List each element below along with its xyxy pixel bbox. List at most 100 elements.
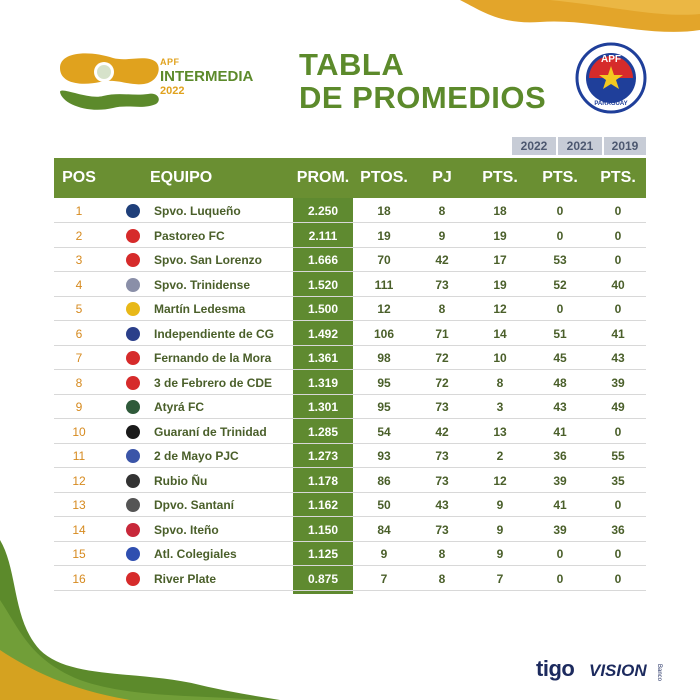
team-crest-icon xyxy=(126,547,140,561)
pts-2021-cell: 43 xyxy=(553,400,567,414)
prom-cell: 1.361 xyxy=(307,351,339,365)
pj-cell: 73 xyxy=(435,277,449,292)
ptos-cell: 12 xyxy=(377,302,391,316)
ptos-cell: 98 xyxy=(377,351,391,365)
prom-cell: 1.178 xyxy=(307,473,339,488)
table-row: 11 2 de Mayo PJC 1.273 93 73 2 36 55 xyxy=(54,444,646,468)
table-row: 15 Atl. Colegiales 1.125 9 8 9 0 0 xyxy=(54,542,646,566)
team-name: Atl. Colegiales xyxy=(154,547,237,561)
team-name: Rubio Ñu xyxy=(154,473,208,488)
prom-cell: 1.150 xyxy=(307,522,339,537)
ptos-cell: 86 xyxy=(377,473,391,488)
pts-2022-cell: 12 xyxy=(493,473,507,488)
pts-2022-cell: 14 xyxy=(493,326,507,341)
team-crest-icon xyxy=(126,228,140,243)
pts-2021-cell: 39 xyxy=(553,473,567,488)
team-name: Martín Ledesma xyxy=(154,302,246,316)
pj-cell: 73 xyxy=(435,400,449,414)
team-name: River Plate xyxy=(154,571,217,586)
season-header-2021: 2021 xyxy=(558,137,602,155)
prom-column-background xyxy=(293,198,353,594)
team-name: Atyrá FC xyxy=(154,400,205,414)
table-row: 7 Fernando de la Mora 1.361 98 72 10 45 43 xyxy=(54,346,646,370)
ptos-cell: 84 xyxy=(377,522,391,537)
team-crest-icon xyxy=(126,204,140,218)
prom-cell: 1.162 xyxy=(307,498,339,512)
team-name: Dpvo. Santaní xyxy=(154,498,235,512)
table-row: 8 3 de Febrero de CDE 1.319 95 72 8 48 39 xyxy=(54,371,646,395)
pj-cell: 73 xyxy=(435,473,449,488)
pj-cell: 9 xyxy=(438,228,446,243)
col-pts-2022: PTS. xyxy=(482,169,518,186)
crest-top-text: APF xyxy=(601,54,621,65)
pts-2022-cell: 10 xyxy=(493,351,507,365)
pj-cell: 8 xyxy=(438,571,446,586)
pos-cell: 15 xyxy=(72,547,86,561)
season-header-2019: 2019 xyxy=(604,137,646,155)
pos-cell: 12 xyxy=(72,473,86,488)
prom-cell: 2.111 xyxy=(308,228,338,243)
prom-cell: 0.875 xyxy=(307,571,339,586)
pts-2019-cell: 0 xyxy=(614,204,622,218)
col-pj: PJ xyxy=(432,169,452,186)
prom-cell: 1.301 xyxy=(307,400,339,414)
table-row: 5 Martín Ledesma 1.500 12 8 12 0 0 xyxy=(54,297,646,321)
logo-line2: INTERMEDIA xyxy=(160,68,254,85)
prom-cell: 1.273 xyxy=(307,449,339,463)
team-crest-icon xyxy=(126,326,140,341)
season-header-2022: 2022 xyxy=(512,137,556,155)
pts-2019-cell: 0 xyxy=(614,498,622,512)
table-row: 16 River Plate 0.875 7 8 7 0 0 xyxy=(54,567,646,591)
ptos-cell: 19 xyxy=(377,228,391,243)
prom-cell: 1.319 xyxy=(307,375,339,390)
pts-2022-cell: 12 xyxy=(493,302,507,316)
pos-cell: 4 xyxy=(75,277,83,292)
pts-2019-cell: 35 xyxy=(611,473,625,488)
tigo-logo: tigo xyxy=(536,656,575,681)
pts-2019-cell: 39 xyxy=(611,375,625,390)
pts-2021-cell: 0 xyxy=(556,204,564,218)
team-crest-icon xyxy=(126,400,140,414)
pj-cell: 72 xyxy=(435,351,449,365)
pts-2019-cell: 0 xyxy=(614,302,622,316)
pts-2019-cell: 0 xyxy=(614,253,622,267)
intermedia-logo xyxy=(60,53,159,110)
pj-cell: 8 xyxy=(438,204,446,218)
team-crest-icon xyxy=(126,473,140,488)
pj-cell: 8 xyxy=(438,302,446,316)
pts-2019-cell: 40 xyxy=(611,277,625,292)
banco-label: Banco xyxy=(656,664,662,682)
pts-2022-cell: 19 xyxy=(493,277,507,292)
pts-2022-cell: 3 xyxy=(496,400,504,414)
table-row: 10 Guaraní de Trinidad 1.285 54 42 13 41 0 xyxy=(54,420,646,444)
ptos-cell: 95 xyxy=(377,375,391,390)
pj-cell: 71 xyxy=(435,326,449,341)
team-crest-icon xyxy=(126,302,140,316)
ptos-cell: 9 xyxy=(380,547,388,561)
team-name: Fernando de la Mora xyxy=(154,351,272,365)
team-crest-icon xyxy=(126,277,140,292)
team-name: Spvo. Trinidense xyxy=(154,277,251,292)
pts-2019-cell: 0 xyxy=(614,547,622,561)
pos-cell: 14 xyxy=(72,522,86,537)
team-crest-icon xyxy=(126,424,140,439)
team-crest-icon xyxy=(126,253,140,267)
pts-2021-cell: 39 xyxy=(553,522,567,537)
team-name: Spvo. Iteño xyxy=(154,522,219,537)
pos-cell: 7 xyxy=(75,351,83,365)
col-pos: POS xyxy=(62,169,96,186)
prom-cell: 1.492 xyxy=(307,326,339,341)
pts-2021-cell: 48 xyxy=(553,375,567,390)
pts-2021-cell: 36 xyxy=(553,449,567,463)
pts-2019-cell: 43 xyxy=(611,351,625,365)
prom-cell: 1.500 xyxy=(307,302,339,316)
pts-2021-cell: 53 xyxy=(553,253,567,267)
pos-cell: 8 xyxy=(75,375,83,390)
apf-crest-logo: APF PARAGUAY xyxy=(575,42,647,114)
table-row: 4 Spvo. Trinidense 1.520 111 73 19 52 40 xyxy=(54,273,646,297)
pts-2019-cell: 0 xyxy=(614,424,622,439)
pj-cell: 8 xyxy=(438,547,446,561)
pts-2021-cell: 0 xyxy=(556,547,564,561)
pts-2022-cell: 18 xyxy=(493,204,507,218)
pj-cell: 42 xyxy=(435,424,449,439)
